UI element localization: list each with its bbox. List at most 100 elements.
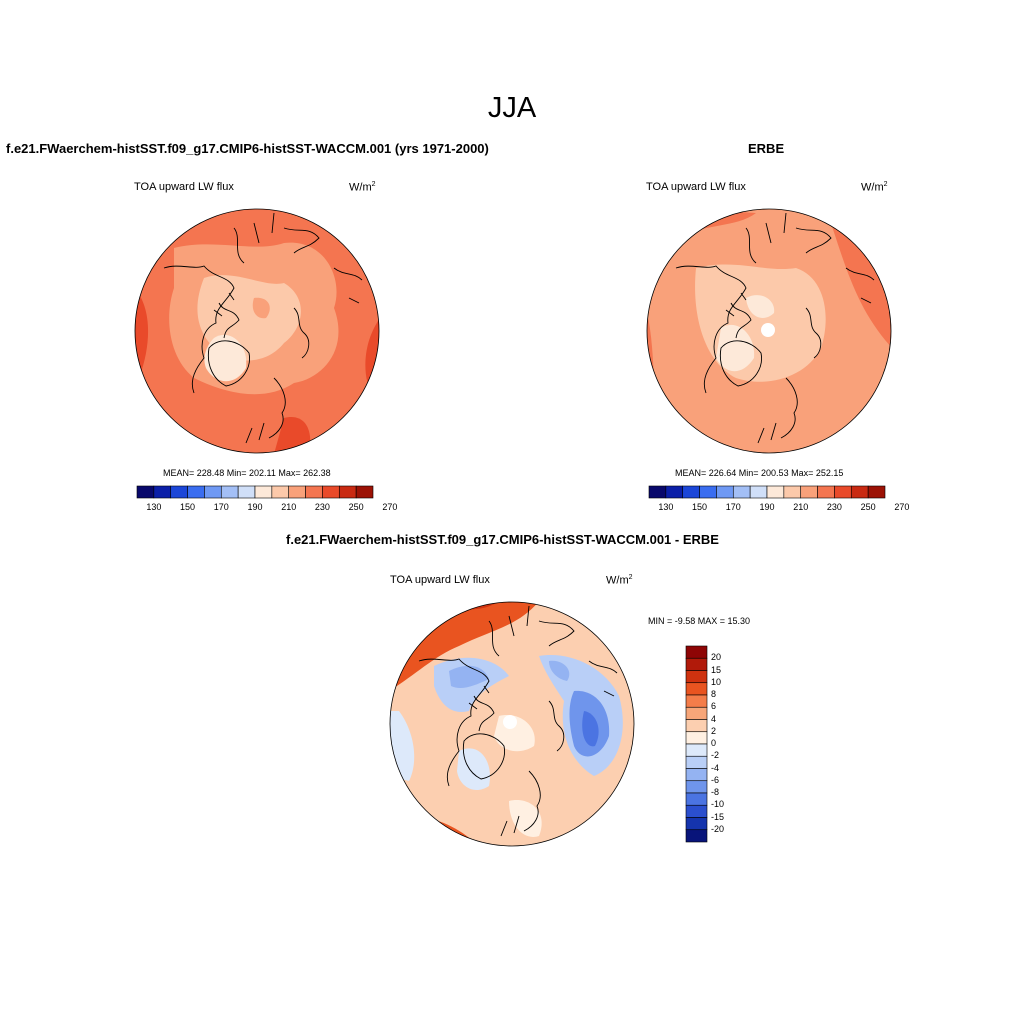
- diff-polar-map: [389, 601, 635, 847]
- model-colorbar-swatch: [187, 485, 205, 499]
- diff-missing-pole: [503, 715, 517, 729]
- diff-variable-label: TOA upward LW flux: [390, 574, 490, 586]
- diff-colorbar-swatch: [685, 755, 708, 769]
- model-colorbar-swatch: [322, 485, 340, 499]
- obs-colorbar-tick-label: 250: [860, 502, 876, 512]
- diff-colorbar-tick-label: 2: [711, 725, 717, 736]
- diff-colorbar-swatch: [685, 792, 708, 806]
- diff-colorbar-swatch: [685, 682, 708, 696]
- diff-units-label: W/m2: [606, 574, 633, 587]
- diff-colorbar-swatch: [685, 768, 708, 782]
- diff-map-outline: [389, 601, 635, 847]
- diff-colorbar-swatch: [685, 694, 708, 708]
- obs-stats-label: MEAN= 226.64 Min= 200.53 Max= 252.15: [675, 468, 844, 478]
- obs-colorbar-tick-label: 230: [826, 502, 842, 512]
- diff-colorbar-tick-label: 20: [711, 652, 722, 663]
- diff-colorbar-tick-label: 10: [711, 676, 722, 687]
- diff-colorbar-swatch: [685, 645, 708, 659]
- diff-colorbar-tick-label: 0: [711, 738, 717, 748]
- diff-colorbar-swatch: [685, 670, 708, 684]
- diff-colorbar-tick-label: -2: [711, 750, 720, 761]
- model-map-outline: [134, 208, 380, 454]
- model-stats-label: MEAN= 228.48 Min= 202.11 Max= 262.38: [163, 468, 331, 478]
- model-colorbar-tick-label: 130: [146, 502, 162, 512]
- model-colorbar-swatch: [305, 485, 323, 499]
- obs-colorbar-tick-label: 150: [692, 502, 708, 512]
- obs-colorbar-swatch: [749, 485, 768, 499]
- obs-colorbar-tick-label: 210: [793, 502, 809, 512]
- model-variable-label: TOA upward LW flux: [134, 181, 234, 193]
- model-coastlines: [163, 212, 363, 444]
- diff-colorbar-tick-label: 15: [711, 664, 722, 675]
- model-colorbar-tick-label: 250: [348, 502, 364, 512]
- model-colorbar: [136, 485, 374, 499]
- diff-colorbar-tick-label: 6: [711, 701, 717, 712]
- obs-colorbar-swatch: [732, 485, 751, 499]
- obs-colorbar-swatch: [648, 485, 667, 499]
- diff-colorbar-swatch: [685, 731, 708, 745]
- model-colorbar-tick-label: 270: [382, 502, 398, 512]
- figure-title: JJA: [487, 92, 537, 124]
- diff-colorbar-swatch: [685, 719, 708, 733]
- diff-colorbar-tick-label: -8: [711, 787, 720, 797]
- model-colorbar-ticks: 130 150 170 190 210 230 250 270: [137, 502, 397, 514]
- obs-colorbar-tick-label: 190: [759, 502, 775, 512]
- obs-colorbar-swatch: [716, 485, 734, 499]
- model-colorbar-tick-label: 210: [281, 502, 297, 512]
- diff-colorbar-swatch: [685, 780, 708, 794]
- diff-colorbar-tick-label: -10: [711, 799, 725, 810]
- diff-colorbar-swatch: [685, 829, 708, 843]
- obs-colorbar-swatch: [834, 485, 852, 499]
- model-colorbar-swatch: [153, 485, 172, 499]
- obs-coastlines: [675, 212, 875, 444]
- obs-map-outline: [646, 208, 892, 454]
- model-colorbar-swatch: [355, 485, 374, 499]
- diff-colorbar-tick-label: -6: [711, 774, 720, 785]
- model-colorbar-swatch: [204, 485, 222, 499]
- model-colorbar-tick-label: 170: [213, 502, 229, 512]
- obs-colorbar-ticks: 130 150 170 190 210 230 250 270: [649, 502, 909, 514]
- model-polar-map: [134, 208, 380, 454]
- diff-colorbar-swatch: [685, 817, 708, 831]
- diff-panel-title: f.e21.FWaerchem-histSST.f09_g17.CMIP6-hi…: [286, 532, 719, 547]
- model-colorbar-swatch: [288, 485, 306, 499]
- obs-panel-title: ERBE: [748, 141, 785, 156]
- model-colorbar-swatch: [338, 485, 357, 499]
- obs-colorbar-swatch: [665, 485, 684, 499]
- model-units-label: W/m2: [349, 181, 376, 194]
- obs-colorbar-tick-label: 270: [894, 502, 910, 512]
- diff-stats-label: MIN = -9.58 MAX = 15.30: [648, 616, 751, 626]
- model-colorbar-tick-label: 230: [314, 502, 330, 512]
- diff-colorbar-tick-label: 8: [711, 689, 717, 699]
- model-panel-title: f.e21.FWaerchem-histSST.f09_g17.CMIP6-hi…: [6, 141, 489, 156]
- obs-variable-label: TOA upward LW flux: [646, 181, 746, 193]
- obs-missing-pole: [761, 323, 775, 337]
- diff-colorbar-swatch: [685, 657, 708, 671]
- obs-colorbar-swatch: [766, 485, 785, 499]
- diff-colorbar-ticks: 20 15 10 8 6 4 2 0 -2 -4 -6 -8 -10 -15 -20: [711, 646, 741, 842]
- model-contour-fill: [135, 209, 379, 453]
- diff-colorbar-swatch: [685, 804, 708, 818]
- model-colorbar-swatch: [170, 485, 188, 499]
- obs-units-label: W/m2: [861, 181, 888, 194]
- diff-colorbar-tick-label: 4: [711, 713, 717, 724]
- model-colorbar-tick-label: 150: [180, 502, 196, 512]
- model-colorbar-swatch: [271, 485, 290, 499]
- diff-colorbar-tick-label: -4: [711, 762, 720, 773]
- obs-polar-map: [646, 208, 892, 454]
- model-colorbar-swatch: [237, 485, 256, 499]
- obs-colorbar-swatch: [817, 485, 835, 499]
- model-colorbar-swatch: [220, 485, 239, 499]
- obs-colorbar-tick-label: 170: [725, 502, 741, 512]
- diff-coastlines: [418, 605, 618, 837]
- obs-colorbar-swatch: [699, 485, 717, 499]
- diff-colorbar-tick-label: -15: [711, 811, 725, 822]
- obs-colorbar-swatch: [867, 485, 886, 499]
- obs-colorbar-swatch: [850, 485, 869, 499]
- model-colorbar-tick-label: 190: [247, 502, 263, 512]
- diff-colorbar-tick-label: -20: [711, 823, 725, 834]
- model-colorbar-swatch: [254, 485, 273, 499]
- diff-colorbar: [685, 645, 708, 843]
- diff-colorbar-swatch: [685, 706, 708, 720]
- obs-colorbar-tick-label: 130: [658, 502, 674, 512]
